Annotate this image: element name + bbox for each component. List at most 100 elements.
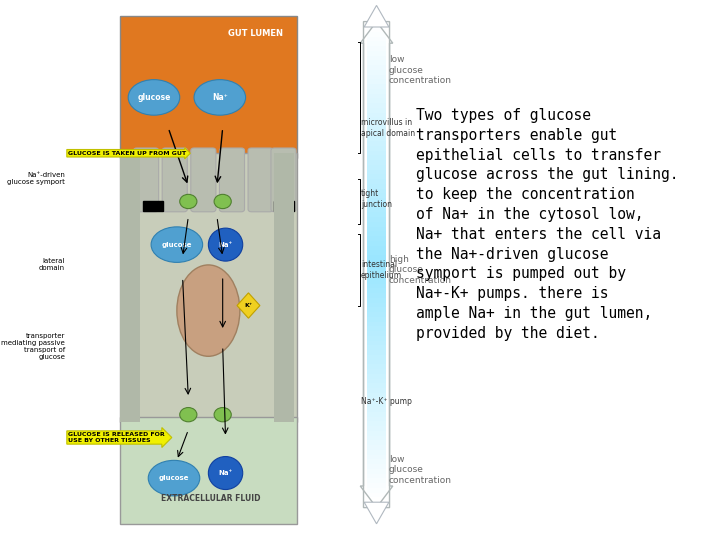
Bar [367, 346, 386, 350]
Bar [367, 174, 386, 179]
Ellipse shape [128, 79, 180, 115]
Bar [367, 288, 386, 293]
Ellipse shape [151, 227, 202, 262]
Bar [367, 460, 386, 464]
Bar [367, 193, 386, 198]
FancyBboxPatch shape [220, 148, 245, 212]
Bar [367, 350, 386, 355]
FancyBboxPatch shape [120, 153, 297, 422]
Bar [367, 302, 386, 307]
Bar [367, 56, 386, 60]
Bar [367, 265, 386, 269]
FancyBboxPatch shape [120, 16, 297, 158]
Bar [367, 231, 386, 236]
Bar [367, 51, 386, 56]
Bar [367, 108, 386, 112]
Text: low
glucose
concentration: low glucose concentration [389, 455, 452, 485]
Bar [367, 407, 386, 412]
Bar [367, 360, 386, 365]
Bar [367, 492, 386, 497]
Bar [367, 251, 386, 255]
Bar [367, 117, 386, 122]
Ellipse shape [177, 265, 240, 356]
Bar [367, 336, 386, 341]
Bar [367, 478, 386, 483]
Circle shape [180, 408, 197, 422]
FancyBboxPatch shape [248, 148, 273, 212]
Bar [367, 412, 386, 417]
Bar [367, 364, 386, 369]
Bar [367, 141, 386, 146]
FancyBboxPatch shape [271, 148, 296, 212]
Text: Na⁺: Na⁺ [218, 241, 233, 248]
Bar [367, 132, 386, 136]
Ellipse shape [194, 79, 246, 115]
Text: Na⁺-K⁺ pump: Na⁺-K⁺ pump [361, 397, 412, 407]
Bar [367, 60, 386, 65]
Bar [367, 497, 386, 502]
Bar [367, 298, 386, 302]
Bar [367, 122, 386, 127]
Bar [367, 222, 386, 227]
Text: glucose: glucose [161, 241, 192, 248]
Bar [367, 127, 386, 132]
Bar [367, 431, 386, 436]
Bar [367, 170, 386, 174]
Bar [367, 284, 386, 288]
Text: microvillus in
apical domain: microvillus in apical domain [361, 118, 415, 138]
Bar [367, 112, 386, 117]
Bar [367, 379, 386, 383]
Bar [367, 98, 386, 103]
Bar [274, 153, 294, 422]
Bar [367, 212, 386, 217]
Bar [367, 450, 386, 455]
Bar [367, 103, 386, 108]
Text: EXTRACELLULAR FLUID: EXTRACELLULAR FLUID [161, 494, 261, 503]
FancyBboxPatch shape [133, 148, 158, 212]
Bar [367, 293, 386, 298]
Bar [367, 436, 386, 441]
Bar [367, 165, 386, 170]
Bar [367, 269, 386, 274]
Text: high
glucose
concentration: high glucose concentration [389, 255, 452, 285]
FancyBboxPatch shape [162, 148, 187, 212]
Text: GUT LUMEN: GUT LUMEN [228, 29, 283, 38]
Bar [367, 41, 386, 46]
Bar [367, 75, 386, 79]
Circle shape [214, 194, 231, 208]
Bar [367, 312, 386, 317]
Bar [120, 153, 140, 422]
Bar [367, 151, 386, 156]
Bar [367, 246, 386, 251]
Bar [367, 426, 386, 431]
Bar [367, 27, 386, 32]
Bar [367, 322, 386, 326]
Text: glucose: glucose [158, 475, 189, 481]
Bar [367, 217, 386, 222]
FancyBboxPatch shape [191, 148, 216, 212]
Bar [367, 160, 386, 165]
Text: GLUCOSE IS TAKEN UP FROM GUT: GLUCOSE IS TAKEN UP FROM GUT [68, 151, 186, 156]
Bar [367, 469, 386, 474]
Bar [367, 89, 386, 93]
Bar [367, 179, 386, 184]
Bar [367, 93, 386, 98]
Bar [367, 32, 386, 37]
Bar [367, 184, 386, 188]
Bar [367, 227, 386, 231]
Bar [274, 201, 294, 211]
Bar [367, 374, 386, 379]
Text: Na⁺: Na⁺ [212, 93, 228, 102]
Polygon shape [364, 5, 389, 27]
Ellipse shape [208, 456, 243, 490]
Bar [367, 421, 386, 426]
Text: transporter
mediating passive
transport of
glucose: transporter mediating passive transport … [1, 333, 66, 360]
Bar [367, 307, 386, 312]
Bar [367, 188, 386, 193]
Bar [367, 136, 386, 141]
Bar [367, 279, 386, 284]
Bar [367, 383, 386, 388]
Bar [367, 37, 386, 41]
Bar [367, 445, 386, 450]
Text: Na⁺-driven
glucose symport: Na⁺-driven glucose symport [7, 172, 66, 185]
